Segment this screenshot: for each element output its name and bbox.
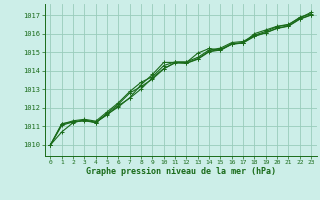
- X-axis label: Graphe pression niveau de la mer (hPa): Graphe pression niveau de la mer (hPa): [86, 167, 276, 176]
